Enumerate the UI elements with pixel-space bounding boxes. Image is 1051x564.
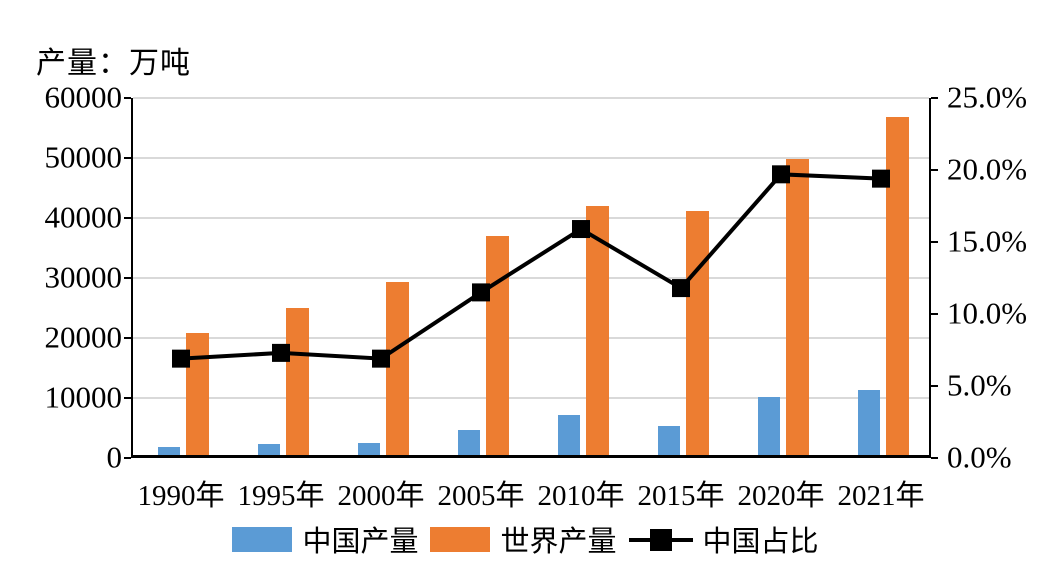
right-axis-tick-mark	[931, 385, 938, 387]
gridline	[133, 277, 929, 279]
left-axis-title: 产量：万吨	[36, 47, 191, 80]
left-axis-tick-label: 0	[106, 439, 123, 475]
left-axis-tick-mark	[124, 157, 131, 159]
bar-china-1990年	[158, 446, 180, 455]
china-share-marker-2005年	[472, 283, 490, 302]
left-axis-tick-mark	[124, 337, 131, 339]
bar-world-2000年	[386, 282, 409, 455]
gridline	[133, 97, 929, 99]
legend-swatch-world-bar	[430, 526, 491, 552]
left-axis-tick-label: 40000	[44, 199, 123, 235]
legend-item-china-production: 中国产量	[232, 518, 418, 560]
bar-world-2015年	[686, 211, 709, 455]
bar-world-2005年	[486, 236, 509, 455]
bar-china-1995年	[258, 444, 280, 455]
x-axis-label-2000年: 2000年	[337, 480, 425, 512]
plot-area	[131, 97, 931, 458]
bar-world-2010年	[586, 206, 609, 455]
legend-label-world-production: 世界产量	[500, 526, 617, 558]
legend: 中国产量 世界产量 中国占比	[0, 518, 1051, 560]
left-axis-tick-mark	[124, 457, 131, 459]
x-axis-label-2020年: 2020年	[737, 480, 825, 512]
right-axis-tick-label: 20.0%	[947, 151, 1028, 187]
bar-china-2021年	[858, 389, 880, 455]
legend-label-china-production: 中国产量	[302, 526, 419, 558]
china-share-marker-2015年	[672, 279, 690, 298]
x-axis-label-1995年: 1995年	[237, 480, 325, 512]
left-axis-tick-label: 20000	[44, 319, 123, 355]
china-share-marker-2020年	[772, 165, 790, 184]
right-axis-tick-mark	[931, 97, 938, 99]
gridline	[133, 217, 929, 219]
x-axis-label-1990年: 1990年	[137, 480, 225, 512]
left-axis-tick-mark	[124, 217, 131, 219]
gridline	[133, 337, 929, 339]
right-axis-tick-mark	[931, 313, 938, 315]
bar-china-2010年	[558, 415, 580, 455]
legend-item-china-share: 中国占比	[628, 518, 819, 560]
bar-china-2000年	[358, 443, 380, 455]
china-share-marker-2000年	[372, 349, 390, 368]
legend-line-marker-icon	[628, 527, 693, 552]
x-axis-label-2021年: 2021年	[837, 480, 925, 512]
china-share-marker-2021年	[872, 169, 890, 188]
x-axis-label-2010年: 2010年	[537, 480, 625, 512]
legend-label-china-share: 中国占比	[702, 526, 819, 558]
bar-china-2015年	[658, 426, 680, 455]
left-axis-tick-label: 10000	[44, 379, 123, 415]
left-axis-tick-label: 30000	[44, 259, 123, 295]
legend-item-world-production: 世界产量	[430, 518, 617, 560]
right-axis-tick-label: 15.0%	[947, 223, 1028, 259]
right-axis-tick-label: 5.0%	[947, 367, 1012, 403]
china-share-marker-2010年	[572, 220, 590, 239]
china-share-marker-1990年	[172, 349, 190, 368]
left-axis-tick-label: 50000	[44, 139, 123, 175]
left-axis-tick-mark	[124, 397, 131, 399]
right-axis-tick-label: 25.0%	[947, 79, 1028, 115]
gridline	[133, 397, 929, 399]
bar-world-2020年	[786, 159, 809, 455]
right-axis-tick-label: 0.0%	[947, 439, 1012, 475]
china-share-line	[180, 172, 882, 361]
right-axis-tick-mark	[931, 457, 938, 459]
x-axis-label-2005年: 2005年	[437, 480, 525, 512]
gridline	[133, 157, 929, 159]
china-share-marker-1995年	[272, 343, 290, 362]
bar-world-1990年	[186, 333, 209, 455]
bar-china-2005年	[458, 429, 480, 455]
bar-world-2021年	[886, 117, 909, 455]
bar-china-2020年	[758, 396, 780, 455]
left-axis-tick-mark	[124, 97, 131, 99]
bar-world-1995年	[286, 308, 309, 455]
share-line-series	[172, 165, 890, 368]
right-axis-tick-mark	[931, 169, 938, 171]
right-axis-tick-mark	[931, 241, 938, 243]
right-axis-tick-label: 10.0%	[947, 295, 1028, 331]
left-axis-tick-mark	[124, 277, 131, 279]
legend-swatch-china-bar	[232, 526, 293, 552]
x-axis-label-2015年: 2015年	[637, 480, 725, 512]
left-axis-tick-label: 60000	[44, 79, 123, 115]
